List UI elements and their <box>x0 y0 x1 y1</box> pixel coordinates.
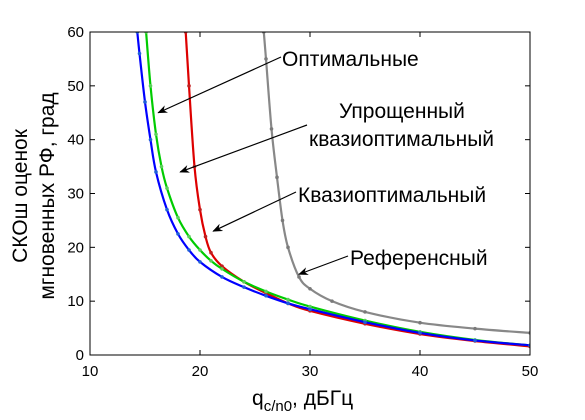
series-1-point-9 <box>220 267 224 271</box>
series-0-point-6 <box>176 232 180 236</box>
annotation-arrow-0 <box>158 57 281 113</box>
annotation-arrow-1 <box>180 125 307 172</box>
series-3-point-2 <box>270 127 274 131</box>
series-1-point-5 <box>176 216 180 220</box>
y-axis-label-line1: СКОш оценок <box>9 128 32 263</box>
y-tick-label-3: 30 <box>67 186 84 203</box>
series-0-point-14 <box>363 320 367 324</box>
series-0-point-3 <box>149 138 153 142</box>
series-0-point-1 <box>138 52 142 56</box>
series-0-point-12 <box>286 302 290 306</box>
annotation-layer <box>158 57 348 274</box>
series-0-point-10 <box>242 285 246 289</box>
series-2-point-1 <box>187 84 191 88</box>
series-0-point-15 <box>418 331 422 335</box>
series-1-point-4 <box>165 186 169 190</box>
y-tick-label-2: 20 <box>67 239 84 256</box>
x-axis-label-sub: c/n0 <box>264 398 292 415</box>
series-1-point-2 <box>154 132 158 136</box>
series-1-point-1 <box>149 84 153 88</box>
series-3-point-8 <box>330 299 334 303</box>
annotation-simplified-line1: Упрощенный <box>339 100 465 123</box>
x-tick-label-2: 30 <box>302 363 319 380</box>
x-tick-label-4: 50 <box>522 363 539 380</box>
annotation-arrow-4 <box>299 256 348 274</box>
annotation-reference: Референсный <box>350 247 488 270</box>
series-3-point-4 <box>281 219 285 223</box>
series-3-point-6 <box>297 275 301 279</box>
y-axis-label-line2: мгновенных РФ, град <box>36 92 59 299</box>
series-1-point-12 <box>286 298 290 302</box>
x-axis-label-unit: , дБГц <box>292 387 353 410</box>
series-1-point-7 <box>198 248 202 252</box>
series-0-point-7 <box>187 248 191 252</box>
series-0-point-4 <box>154 170 158 174</box>
x-tick-label-1: 20 <box>192 363 209 380</box>
series-3-point-1 <box>264 57 268 61</box>
series-0-point-13 <box>308 307 312 311</box>
series-1-point-3 <box>160 165 164 169</box>
y-tick-label-0: 0 <box>76 347 84 364</box>
series-0-point-9 <box>220 275 224 279</box>
series-0-point-5 <box>165 208 169 212</box>
y-tick-label-6: 60 <box>67 24 84 41</box>
series-3-point-7 <box>308 287 312 291</box>
y-tick-label-4: 40 <box>67 132 84 149</box>
series-3-point-9 <box>363 310 367 314</box>
x-axis-label: qc/n0, дБГц <box>252 387 353 415</box>
series-0-point-11 <box>264 294 268 298</box>
annotation-optimal: Оптимальные <box>282 48 419 71</box>
series-3-point-5 <box>286 246 290 250</box>
series-2-point-3 <box>198 208 202 212</box>
series-0-point-2 <box>143 100 147 104</box>
series-1-point-11 <box>264 290 268 294</box>
x-tick-label-0: 10 <box>82 363 99 380</box>
x-axis-label-main: q <box>252 387 264 410</box>
series-3-point-3 <box>275 176 279 180</box>
series-line-3 <box>264 32 530 333</box>
annotation-simplified-line2: квазиоптимальный <box>309 128 494 151</box>
annotation-quasioptimal: Квазиоптимальный <box>298 184 486 207</box>
series-2-point-4 <box>204 235 208 239</box>
x-tick-label-3: 40 <box>412 363 429 380</box>
series-1-point-10 <box>242 280 246 284</box>
y-tick-label-5: 50 <box>67 78 84 95</box>
series-0-point-16 <box>473 339 477 343</box>
y-tick-label-1: 10 <box>67 293 84 310</box>
series-0-point-8 <box>198 260 202 264</box>
series-1-point-6 <box>187 235 191 239</box>
series-2-point-5 <box>209 251 213 255</box>
series-3-point-11 <box>473 327 477 331</box>
series-3-point-10 <box>418 321 422 325</box>
series-1-point-8 <box>209 259 213 263</box>
